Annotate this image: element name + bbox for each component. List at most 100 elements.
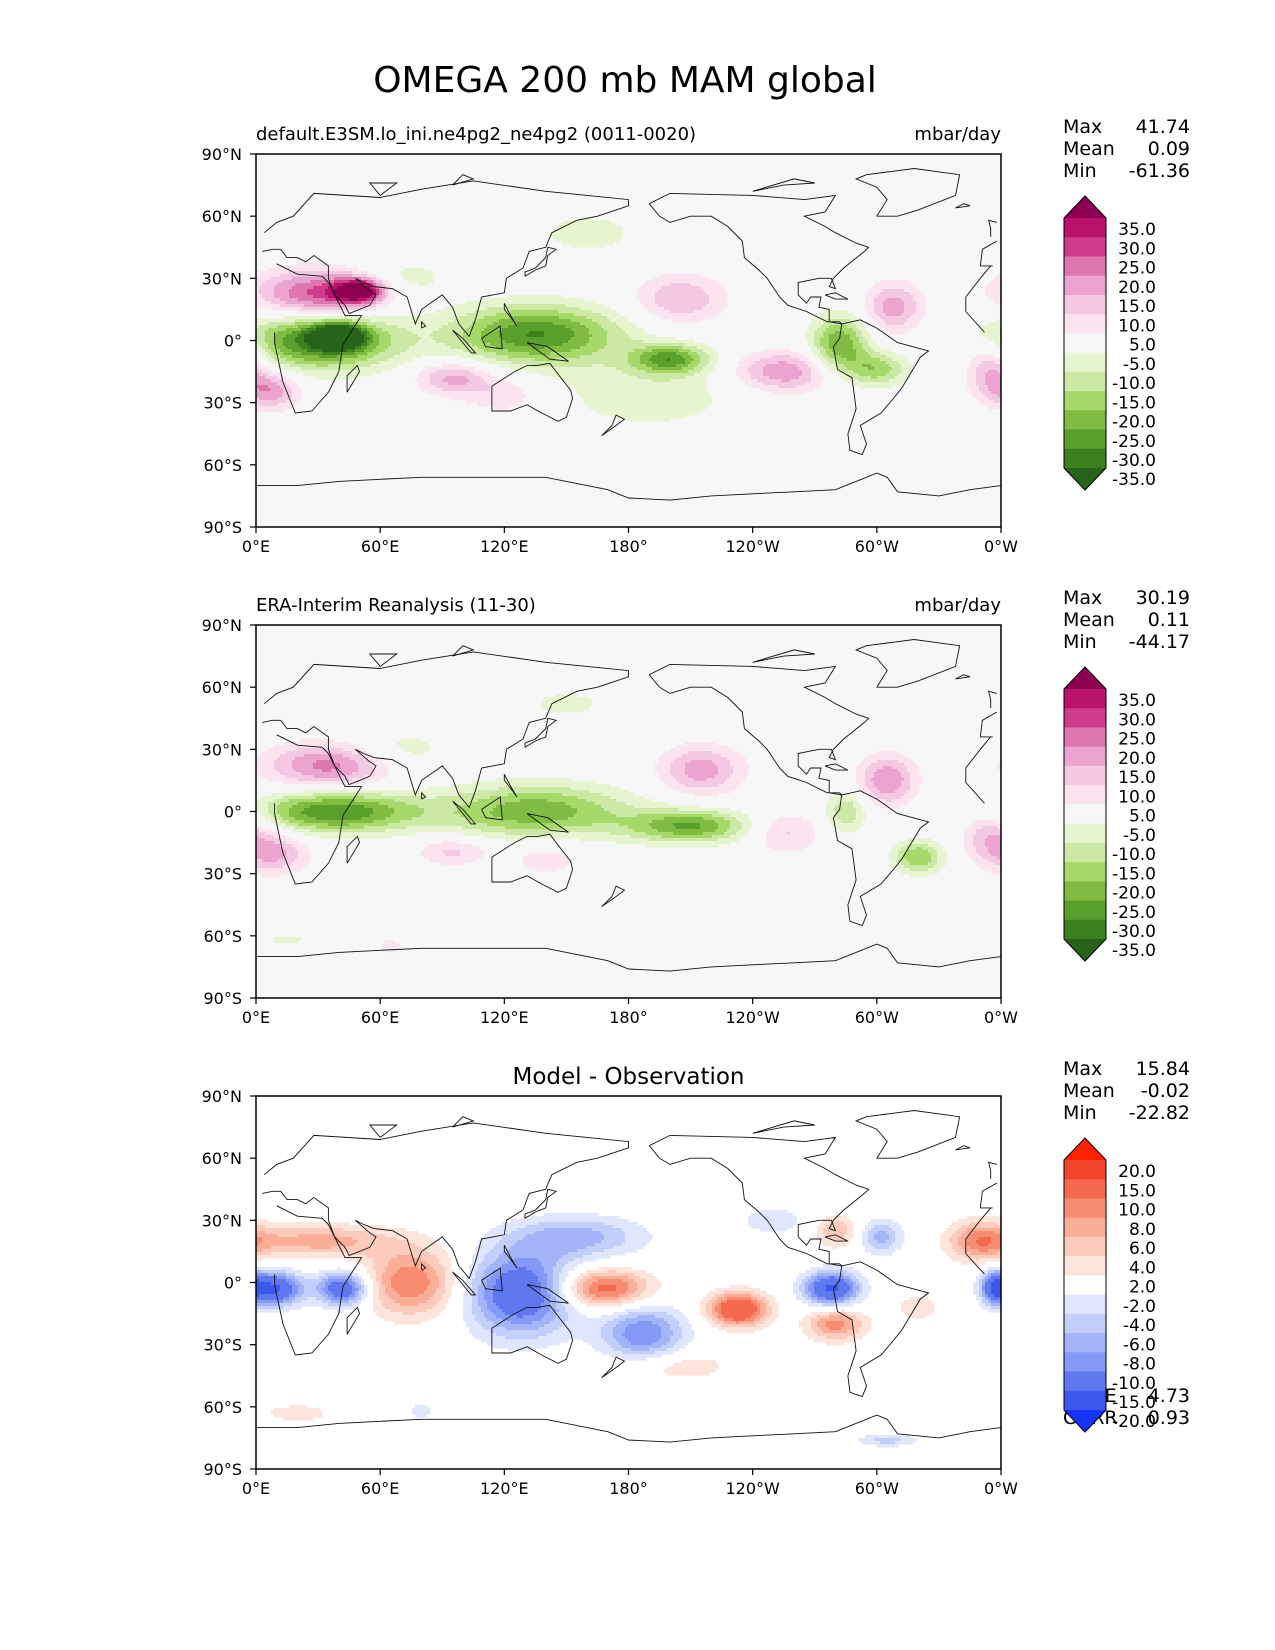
contour-cell bbox=[274, 799, 290, 803]
contour-cell bbox=[418, 283, 428, 287]
contour-cell bbox=[856, 766, 869, 770]
contour-cell bbox=[583, 1282, 593, 1286]
contour-cell bbox=[841, 370, 854, 374]
contour-cell bbox=[256, 343, 260, 347]
colorbar-segment bbox=[1064, 256, 1106, 277]
contour-cell bbox=[979, 1291, 983, 1295]
contour-cell bbox=[505, 838, 524, 842]
contour-cell bbox=[265, 334, 275, 338]
contour-cell bbox=[643, 304, 659, 308]
contour-cell bbox=[283, 367, 302, 371]
colorbar-label: 2.0 bbox=[1129, 1278, 1156, 1298]
contour-cell bbox=[817, 346, 824, 350]
contour-cell bbox=[625, 802, 668, 806]
contour-cell bbox=[820, 1222, 830, 1226]
contour-cell bbox=[982, 391, 992, 395]
contour-cell bbox=[472, 1297, 479, 1301]
contour-cell bbox=[277, 397, 290, 401]
contour-cell bbox=[625, 1291, 635, 1295]
contour-cell bbox=[373, 1279, 377, 1283]
contour-cell bbox=[256, 334, 266, 338]
contour-cell bbox=[565, 1321, 608, 1325]
contour-cell bbox=[811, 349, 821, 353]
contour-cell bbox=[295, 1294, 302, 1298]
contour-cell bbox=[985, 1285, 992, 1289]
contour-cell bbox=[256, 799, 275, 803]
contour-cell bbox=[778, 361, 788, 365]
contour-cell bbox=[256, 391, 284, 395]
contour-cell bbox=[970, 856, 983, 860]
contour-cell bbox=[487, 1252, 503, 1256]
contour-cell bbox=[550, 1297, 557, 1301]
contour-cell bbox=[322, 283, 335, 287]
contour-cell bbox=[292, 286, 314, 290]
contour-cell bbox=[862, 334, 872, 338]
contour-cell bbox=[910, 787, 920, 791]
contour-cell bbox=[475, 1270, 485, 1274]
contour-cell bbox=[964, 844, 974, 848]
contour-cell bbox=[820, 349, 827, 353]
contour-cell bbox=[511, 361, 629, 365]
contour-cell bbox=[427, 391, 524, 395]
contour-cell bbox=[574, 385, 707, 389]
contour-cell bbox=[976, 379, 986, 383]
contour-cell bbox=[343, 754, 362, 758]
contour-cell bbox=[760, 1312, 767, 1316]
contour-cell bbox=[493, 1294, 542, 1298]
contour-cell bbox=[571, 328, 590, 332]
contour-cell bbox=[940, 1243, 953, 1247]
contour-cell bbox=[628, 826, 653, 830]
contour-cell bbox=[325, 322, 350, 326]
contour-cell bbox=[382, 280, 389, 284]
contour-cell bbox=[547, 1276, 554, 1280]
contour-cell bbox=[634, 805, 701, 809]
contour-cell bbox=[727, 1297, 752, 1301]
contour-cell bbox=[289, 1405, 308, 1409]
contour-cell bbox=[274, 295, 290, 299]
colorbar-segment bbox=[1064, 429, 1106, 450]
colorbar-label: -35.0 bbox=[1112, 941, 1156, 961]
contour-cell bbox=[361, 301, 371, 305]
contour-cell bbox=[856, 1282, 863, 1286]
contour-cell bbox=[754, 1321, 764, 1325]
contour-cell bbox=[259, 325, 278, 329]
contour-cell bbox=[358, 1288, 362, 1292]
contour-cell bbox=[370, 337, 374, 341]
contour-cell bbox=[481, 376, 497, 380]
contour-cell bbox=[859, 1318, 872, 1322]
contour-cell bbox=[964, 1249, 980, 1253]
contour-cell bbox=[292, 1291, 299, 1295]
contour-cell bbox=[883, 304, 905, 308]
contour-cell bbox=[574, 1291, 578, 1295]
colorbar-label: 5.0 bbox=[1129, 336, 1156, 356]
contour-cell bbox=[286, 751, 353, 755]
contour-cell bbox=[379, 340, 392, 344]
contour-cell bbox=[595, 409, 704, 413]
contour-cell bbox=[583, 1339, 605, 1343]
contour-cell bbox=[562, 241, 614, 245]
contour-cell bbox=[820, 343, 830, 347]
contour-cell bbox=[268, 778, 299, 782]
contour-cell bbox=[604, 808, 680, 812]
contour-cell bbox=[646, 364, 659, 368]
contour-cell bbox=[871, 364, 890, 368]
contour-cell bbox=[304, 337, 365, 341]
contour-cell bbox=[283, 388, 293, 392]
contour-cell bbox=[598, 1279, 623, 1283]
contour-cell bbox=[898, 850, 908, 854]
contour-cell bbox=[670, 283, 692, 287]
contour-cell bbox=[799, 1288, 806, 1292]
contour-cell bbox=[823, 334, 830, 338]
contour-cell bbox=[739, 364, 752, 368]
contour-cell bbox=[415, 1414, 428, 1418]
contour-cell bbox=[628, 1312, 668, 1316]
contour-cell bbox=[484, 1315, 497, 1319]
contour-cell bbox=[814, 316, 857, 320]
contour-cell bbox=[382, 1273, 395, 1277]
contour-cell bbox=[316, 817, 362, 821]
contour-cell bbox=[268, 385, 281, 389]
contour-cell bbox=[373, 808, 395, 812]
contour-cell bbox=[748, 367, 764, 371]
contour-cell bbox=[982, 1291, 986, 1295]
contour-cell bbox=[256, 838, 266, 842]
